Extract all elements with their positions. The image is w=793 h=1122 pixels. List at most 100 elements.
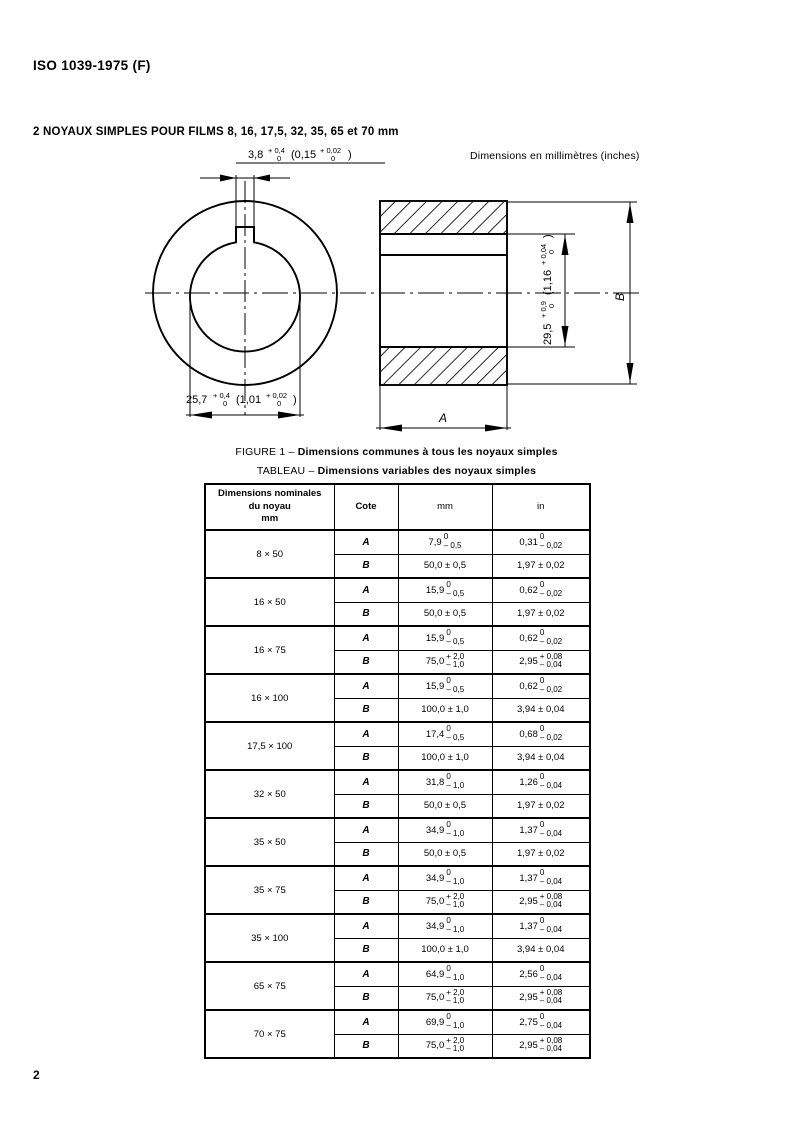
tolerance-upper: 0	[539, 628, 545, 638]
bore-diameter-dimension-text: 25,7 + 0,4 0 (1,01 + 0,02 0 )	[186, 391, 297, 408]
table-cell-value: 1,97 ± 0,02	[491, 553, 591, 579]
table-cell-value: 1,37 0– 0,04	[491, 817, 591, 843]
table-cell-value: 2,75 0– 0,04	[491, 1009, 591, 1035]
bore-arrow-left	[190, 411, 212, 419]
value-tolerance: 0– 0,04	[539, 964, 563, 982]
section-outline	[379, 200, 508, 386]
table-cell-nominal: 17,5 × 100	[204, 721, 335, 771]
tolerance-lower: – 1,0	[446, 876, 465, 886]
table-cell-value: 0,62 0– 0,02	[491, 577, 591, 603]
value-tolerance: 0– 1,0	[446, 772, 465, 790]
table-cell-value: 69,9 0– 1,0	[397, 1009, 493, 1035]
value-tolerance: + 2,0– 1,0	[446, 988, 464, 1006]
value-tolerance: 0– 1,0	[446, 1012, 464, 1030]
table-cell-value: 100,0 ± 1,0	[397, 937, 493, 963]
table-cell-cote: A	[333, 529, 399, 555]
table-cell-cote: B	[333, 649, 399, 675]
tolerance-upper: 0	[539, 772, 545, 782]
table-caption-dash: –	[308, 465, 315, 477]
table-row: B 50,0 ± 0,5 1,97 ± 0,02	[205, 553, 591, 579]
header-cote: Cote	[333, 483, 399, 531]
value-base: 50,0 ± 0,5	[423, 560, 467, 572]
table-cell-cote: A	[333, 865, 399, 891]
table-cell-value: 2,95 + 0,08– 0,04	[491, 649, 591, 675]
bore-diameter-inch-plus: + 0,02	[266, 391, 287, 400]
table-cell-value: 50,0 ± 0,5	[397, 793, 493, 819]
table-cell-value: 1,37 0– 0,04	[491, 865, 591, 891]
inner-height-dimension-text: 29,5 + 0,9 0 (1,16 + 0,04 0 )	[539, 234, 556, 345]
figure-1-drawing: 3,8 + 0,4 0 (0,15 + 0,02 0 ) 25,7 + 0,4 …	[0, 145, 793, 445]
dimension-b-label: B	[613, 293, 627, 301]
value-tolerance: 0– 1,0	[446, 868, 465, 886]
table-header-row: Dimensions nominales du noyau mm Cote mm…	[204, 483, 591, 531]
tolerance-lower: – 1,0	[446, 1044, 465, 1054]
table-row: B 50,0 ± 0,5 1,97 ± 0,02	[205, 793, 591, 819]
table-cell-value: 3,94 ± 0,04	[491, 937, 591, 963]
value-base: 34,9	[425, 920, 445, 932]
table-cell-value: 2,95 + 0,08– 0,04	[491, 1033, 591, 1059]
value-tolerance: + 2,0– 1,0	[446, 892, 465, 910]
table-cell-value: 1,97 ± 0,02	[491, 841, 591, 867]
table-cell-nominal: 35 × 75	[204, 865, 335, 915]
keyway-width-value: 3,8	[248, 149, 263, 161]
tolerance-lower: – 0,5	[446, 588, 465, 598]
keyway-width-inch-plus: + 0,02	[320, 146, 341, 155]
value-base: 1,97 ± 0,02	[517, 608, 565, 620]
tolerance-upper: 0	[446, 1012, 451, 1022]
table-cell-cote: B	[333, 601, 399, 627]
value-base: 34,9	[425, 824, 445, 836]
tolerance-lower: – 1,0	[446, 924, 465, 934]
value-base: 2,95	[519, 1040, 538, 1052]
tolerance-lower: – 0,04	[539, 876, 563, 886]
value-tolerance: + 0,08– 0,04	[540, 988, 562, 1006]
value-base: 3,94 ± 0,04	[517, 944, 565, 956]
tolerance-upper: 0	[539, 676, 545, 686]
value-base: 1,97 ± 0,02	[517, 848, 565, 860]
value-base: 1,97 ± 0,02	[517, 800, 565, 812]
table-cell-value: 15,9 0– 0,5	[397, 577, 493, 603]
table-cell-value: 75,0 + 2,0– 1,0	[397, 649, 493, 675]
keyway-width-inch-minus: 0	[331, 154, 335, 163]
tolerance-upper: 0	[446, 964, 451, 974]
inner-height-minus: 0	[547, 304, 556, 308]
value-base: 50,0 ± 0,5	[423, 800, 467, 812]
table-caption-text: Dimensions variables des noyaux simples	[317, 465, 537, 477]
table-row: 8 × 50 A 7,9 0– 0,5 0,31 0– 0,02	[204, 529, 591, 579]
value-tolerance: 0– 1,0	[446, 916, 465, 934]
tolerance-lower: – 1,0	[446, 780, 465, 790]
bore-diameter-minus: 0	[223, 399, 227, 408]
header-nominal-line1: Dimensions nominales	[218, 487, 322, 499]
table-cell-value: 75,0 + 2,0– 1,0	[397, 1033, 493, 1059]
table-row: B 100,0 ± 1,0 3,94 ± 0,04	[205, 937, 591, 963]
value-tolerance: 0– 0,04	[540, 916, 562, 934]
table-cell-value: 0,62 0– 0,02	[491, 673, 591, 699]
table-cell-value: 0,31 0– 0,02	[491, 529, 591, 555]
table-cell-value: 0,68 0– 0,02	[491, 721, 591, 747]
figure-caption-text: Dimensions communes à tous les noyaux si…	[297, 446, 558, 458]
table-cell-value: 75,0 + 2,0– 1,0	[397, 985, 493, 1011]
tolerance-lower: – 0,04	[539, 1044, 563, 1054]
table-cell-nominal: 35 × 50	[204, 817, 335, 867]
bore-arrow-right	[278, 411, 300, 419]
value-base: 100,0 ± 1,0	[421, 752, 469, 764]
document-header: ISO 1039-1975 (F)	[33, 58, 151, 73]
header-mm: mm	[397, 483, 493, 531]
units-note: Dimensions en millimètres (inches)	[470, 150, 640, 162]
table-caption-label: TABLEAU	[256, 465, 306, 477]
table-row: B 50,0 ± 0,5 1,97 ± 0,02	[205, 841, 591, 867]
figure-caption-label: FIGURE 1	[235, 446, 286, 458]
value-base: 100,0 ± 1,0	[421, 944, 469, 956]
tolerance-lower: – 0,04	[539, 972, 563, 982]
tolerance-upper: 0	[446, 772, 451, 782]
tolerance-upper: + 0,08	[539, 651, 563, 661]
tolerance-lower: – 1,0	[446, 900, 465, 910]
keyway-width-plus: + 0,4	[268, 146, 285, 155]
value-tolerance: 0– 0,5	[446, 580, 465, 598]
tolerance-lower: – 1,0	[446, 972, 465, 982]
value-base: 69,9	[425, 1016, 445, 1028]
overall-b-arrow-top	[626, 203, 634, 223]
value-tolerance: 0– 0,04	[539, 772, 562, 790]
tolerance-upper: 0	[446, 628, 451, 638]
table-row: B 100,0 ± 1,0 3,94 ± 0,04	[205, 745, 591, 771]
value-tolerance: 0– 0,02	[539, 676, 562, 694]
